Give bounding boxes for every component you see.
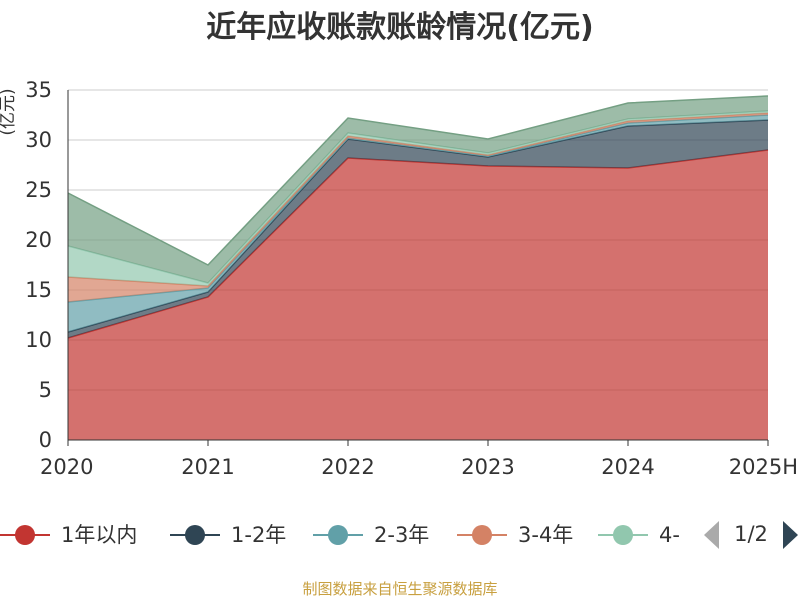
- y-tick-label: 35: [25, 78, 52, 102]
- y-tick-label: 10: [25, 328, 52, 352]
- legend-label: 3-4年: [518, 523, 573, 547]
- legend-item[interactable]: 4-: [598, 523, 680, 547]
- legend-pager: 1/2: [704, 521, 798, 549]
- legend: 1年以内 1-2年 2-3年 3-4年 4-: [0, 523, 680, 547]
- y-tick-labels: 0 5 10 15 20 25 30 35: [25, 78, 52, 452]
- y-tick-label: 5: [39, 378, 52, 402]
- x-tick-label: 2023: [461, 455, 514, 479]
- legend-label: 1-2年: [231, 523, 286, 547]
- x-tick-label: 2025H: [729, 455, 798, 479]
- legend-marker-icon: [613, 525, 633, 545]
- x-tick-label: 2021: [181, 455, 234, 479]
- legend-marker-icon: [15, 525, 35, 545]
- y-tick-label: 30: [25, 128, 52, 152]
- area-series-5: [68, 111, 768, 286]
- y-tick-label: 15: [25, 278, 52, 302]
- legend-page-indicator: 1/2: [734, 522, 768, 546]
- legend-item[interactable]: 3-4年: [457, 523, 573, 547]
- legend-item[interactable]: 1年以内: [0, 523, 137, 547]
- x-tick-labels: 2020 2021 2022 2023 2024 2025H: [40, 440, 798, 479]
- legend-label: 1年以内: [61, 523, 137, 547]
- x-tick-label: 2020: [40, 455, 93, 479]
- legend-marker-icon: [328, 525, 348, 545]
- area-series-3: [68, 115, 768, 332]
- x-tick-label: 2024: [601, 455, 654, 479]
- y-axis-label: (亿元): [0, 88, 18, 135]
- legend-next-arrow-icon[interactable]: [783, 521, 798, 549]
- legend-prev-arrow-icon[interactable]: [704, 521, 719, 549]
- axes: [67, 90, 768, 441]
- legend-marker-icon: [472, 525, 492, 545]
- legend-item[interactable]: 2-3年: [313, 523, 429, 547]
- legend-label: 2-3年: [374, 523, 429, 547]
- series-line-6: [67, 95, 769, 266]
- legend-marker-icon: [185, 525, 205, 545]
- area-series-4: [68, 113, 768, 302]
- legend-item[interactable]: 1-2年: [170, 523, 286, 547]
- y-tick-label: 25: [25, 178, 52, 202]
- x-tick-label: 2022: [321, 455, 374, 479]
- area-series: [67, 95, 769, 440]
- area-series-6: [68, 96, 768, 283]
- y-tick-label: 20: [25, 228, 52, 252]
- chart-title: 近年应收账款账龄情况(亿元): [206, 10, 594, 45]
- area-series-2: [68, 120, 768, 338]
- y-tick-label: 0: [39, 428, 52, 452]
- area-series-1: [68, 150, 768, 440]
- source-note: 制图数据来自恒生聚源数据库: [302, 580, 498, 598]
- legend-label: 4-: [659, 523, 680, 547]
